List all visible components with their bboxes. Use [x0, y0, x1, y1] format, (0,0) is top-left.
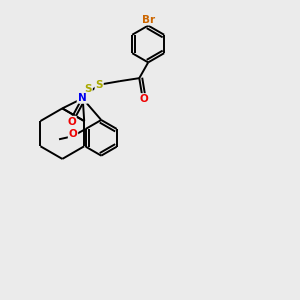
Text: N: N — [79, 93, 88, 103]
Text: S: S — [84, 84, 92, 94]
Text: N: N — [77, 93, 86, 103]
Text: S: S — [95, 80, 103, 90]
Text: O: O — [139, 94, 148, 104]
Text: O: O — [69, 129, 77, 139]
Text: O: O — [67, 117, 76, 127]
Text: Br: Br — [142, 15, 155, 25]
